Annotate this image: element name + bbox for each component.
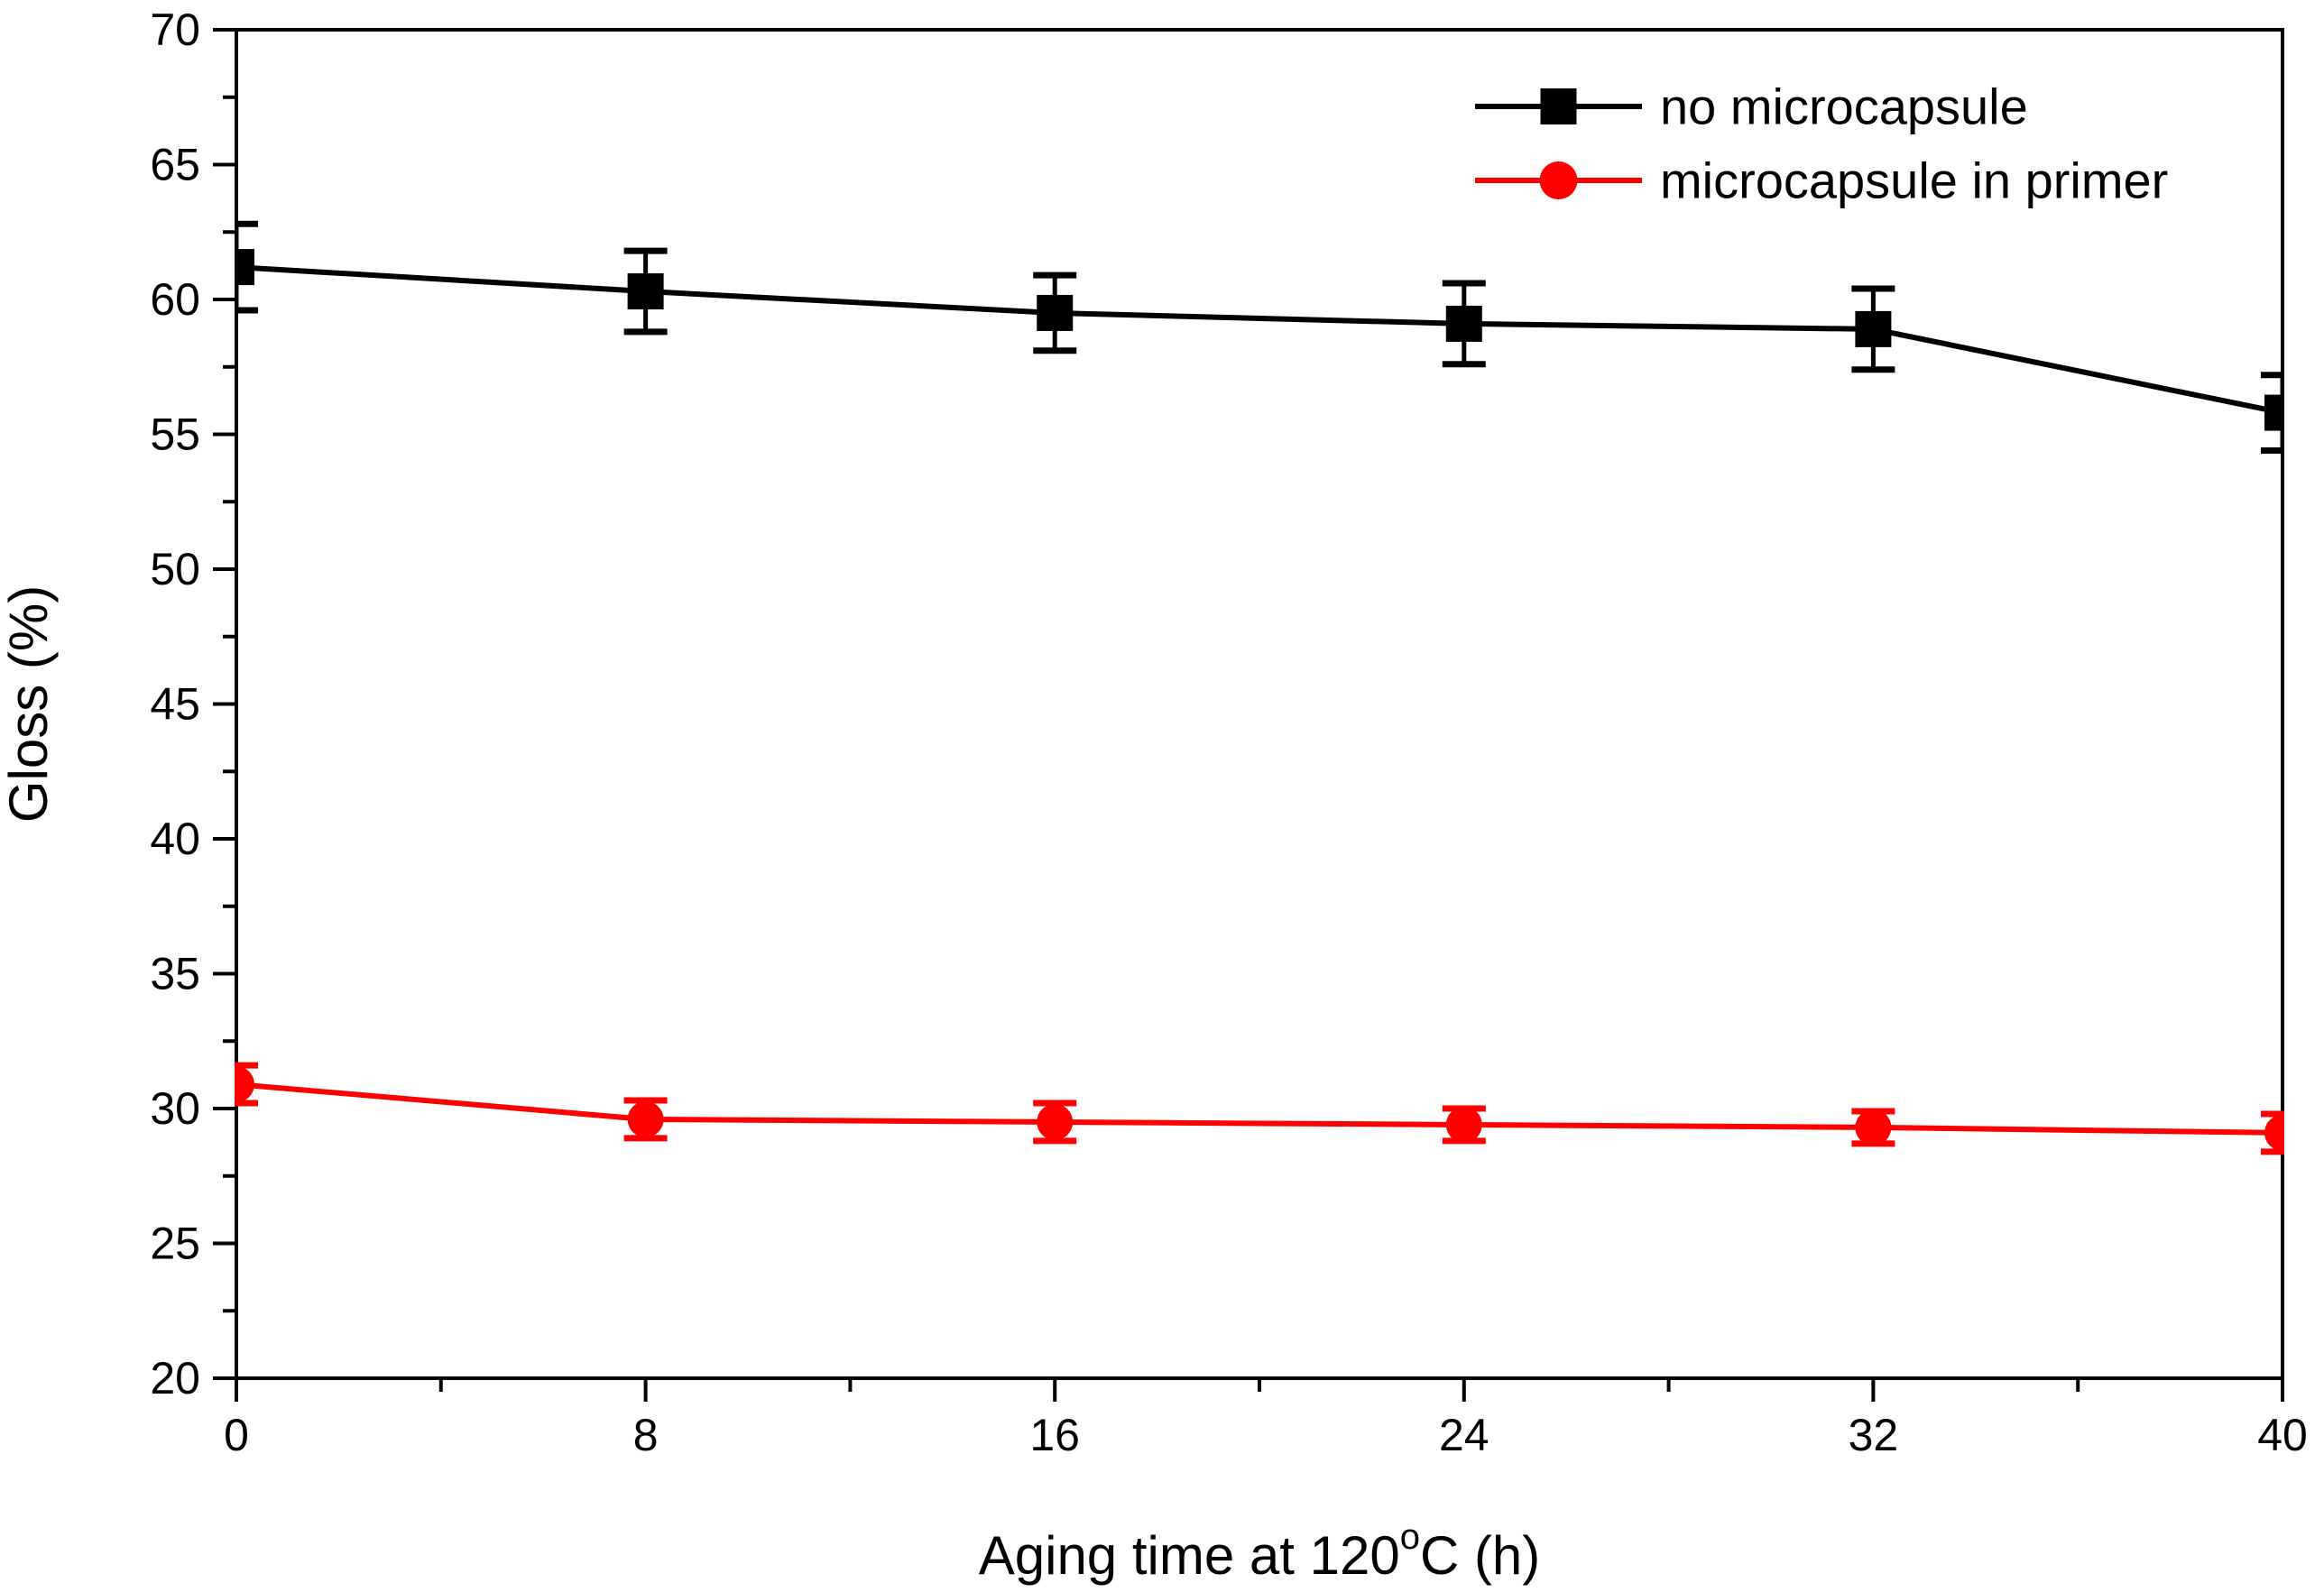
series-line-microcapsule-in-primer xyxy=(235,1081,2283,1136)
y-tick-label: 30 xyxy=(150,1083,200,1134)
data-point-marker-circle xyxy=(2264,1114,2284,1151)
series-line-no-microcapsule xyxy=(235,264,2283,416)
data-point-marker-circle xyxy=(1855,1109,1892,1146)
y-tick-label: 45 xyxy=(150,679,200,730)
data-point-marker-circle xyxy=(627,1100,664,1137)
degree-superscript: o xyxy=(1400,1517,1420,1557)
y-tick-label: 25 xyxy=(150,1219,200,1269)
y-tick-label: 65 xyxy=(150,140,200,190)
legend-marker-square xyxy=(1540,88,1577,124)
x-axis-title: Aging time at 120oC (h) xyxy=(979,1517,1541,1586)
plot-frame xyxy=(235,28,2284,1380)
series-microcapsule-in-primer xyxy=(235,1062,2284,1155)
y-axis-title: Gloss (%) xyxy=(0,585,59,823)
legend: no microcapsule microcapsule in primer xyxy=(1475,78,2168,209)
legend-item-no-microcapsule: no microcapsule xyxy=(1475,78,2028,135)
y-tick-label: 60 xyxy=(150,274,200,325)
series-no-microcapsule xyxy=(235,220,2284,454)
data-point-marker-circle xyxy=(235,1066,254,1103)
data-point-marker-square xyxy=(1445,305,1482,342)
x-tick-label: 32 xyxy=(1849,1410,1899,1460)
data-point-marker-square xyxy=(235,249,254,286)
y-tick-label: 55 xyxy=(150,410,200,460)
data-point-marker-square xyxy=(1037,294,1074,331)
y-tick-label: 70 xyxy=(150,5,200,55)
x-tick-label: 24 xyxy=(1439,1410,1489,1460)
data-point-marker-square xyxy=(2264,394,2284,431)
y-tick-label: 40 xyxy=(150,814,200,864)
legend-marker-circle xyxy=(1539,161,1578,199)
x-tick-label: 8 xyxy=(633,1410,659,1460)
axis-ticks xyxy=(213,28,2284,1402)
data-point-marker-square xyxy=(1855,310,1892,347)
y-tick-label: 20 xyxy=(150,1353,200,1403)
x-tick-label: 40 xyxy=(2257,1410,2308,1460)
y-tick-label: 35 xyxy=(150,949,200,999)
legend-label: no microcapsule xyxy=(1660,78,2028,135)
axis-tick-labels: 20 25 30 35 40 45 50 55 60 65 70 0 8 16 24 32 40 xyxy=(150,5,2307,1460)
x-tick-label: 0 xyxy=(224,1410,249,1460)
y-tick-label: 50 xyxy=(150,544,200,594)
data-point-marker-circle xyxy=(1445,1106,1482,1143)
x-tick-label: 16 xyxy=(1029,1410,1080,1460)
legend-item-microcapsule-in-primer: microcapsule in primer xyxy=(1475,152,2168,209)
data-point-marker-square xyxy=(627,273,664,310)
legend-label: microcapsule in primer xyxy=(1660,152,2168,209)
series-group xyxy=(235,220,2284,1155)
data-point-marker-circle xyxy=(1037,1103,1074,1140)
